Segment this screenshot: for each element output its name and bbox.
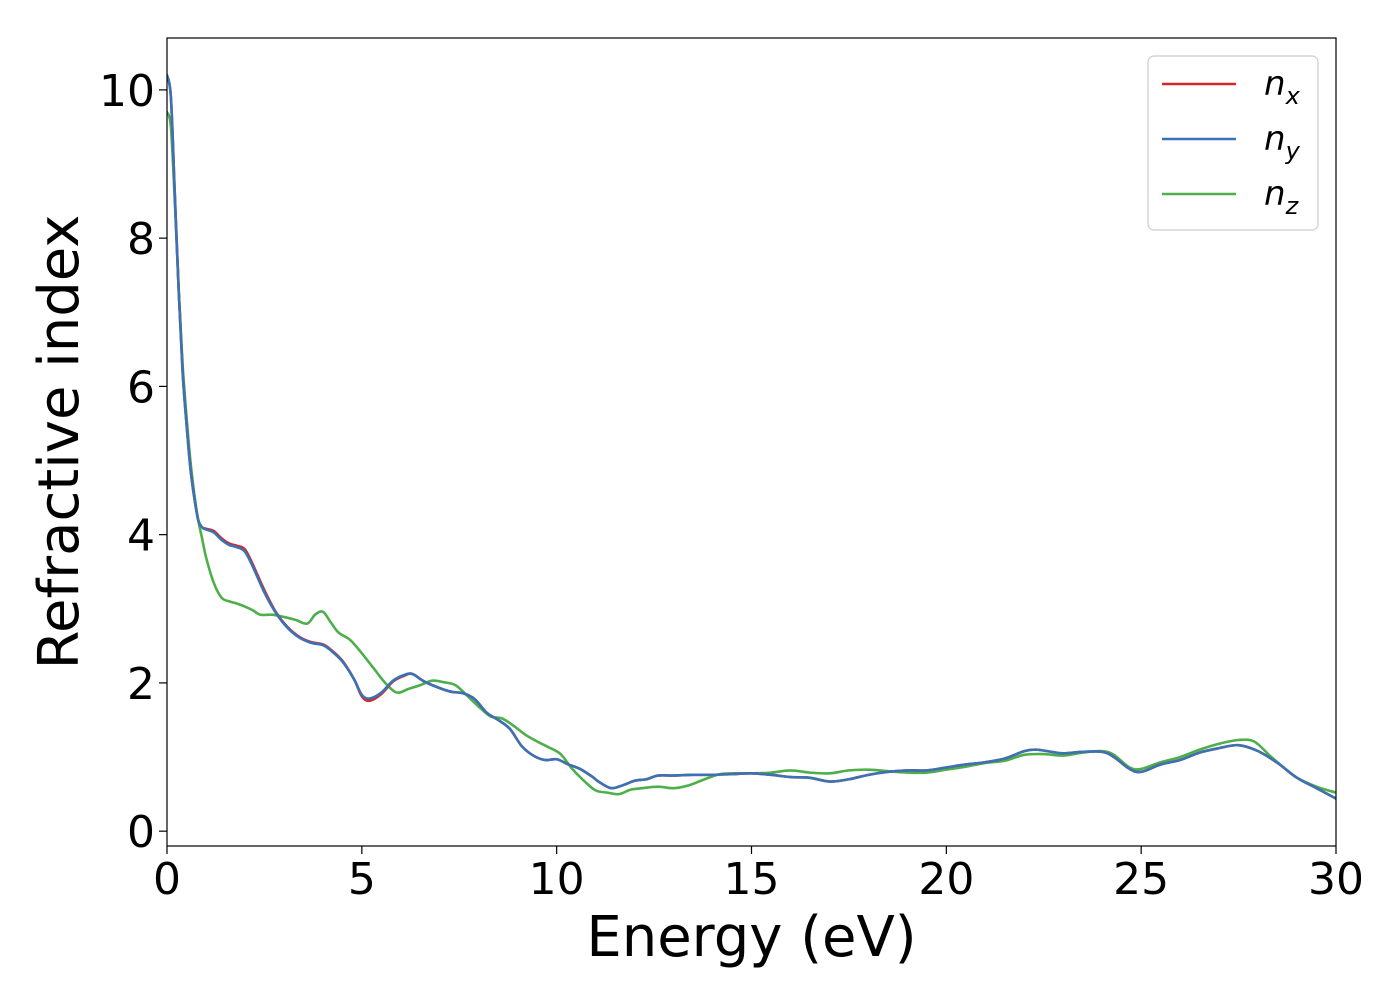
series-line-n-y — [167, 73, 1336, 800]
legend-label-n-y: ny — [1264, 119, 1301, 165]
x-tick-label: 30 — [1308, 854, 1364, 905]
x-tick-label: 10 — [529, 854, 585, 905]
series-layer — [167, 73, 1336, 800]
y-tick-label: 0 — [127, 807, 155, 858]
x-tick-label: 5 — [348, 854, 376, 905]
x-tick-label: 15 — [724, 854, 780, 905]
y-axis-ticks: 0 2 4 6 8 10 — [99, 66, 167, 858]
y-tick-label: 4 — [127, 511, 155, 562]
legend-label-n-x: nx — [1264, 64, 1301, 110]
x-axis-label: Energy (eV) — [586, 905, 916, 970]
legend-box — [1147, 55, 1319, 231]
x-axis-ticks: 0 5 10 15 20 25 30 — [153, 846, 1364, 905]
y-tick-label: 6 — [127, 362, 155, 413]
x-tick-label: 20 — [918, 854, 974, 905]
x-tick-label: 0 — [153, 854, 181, 905]
legend-label-n-z: nz — [1264, 174, 1300, 220]
y-tick-label: 2 — [127, 659, 155, 710]
x-tick-label: 25 — [1113, 854, 1169, 905]
y-axis-label: Refractive index — [27, 215, 92, 670]
y-tick-label: 8 — [127, 214, 155, 265]
legend: nx ny nz — [1147, 55, 1319, 231]
y-tick-label: 10 — [99, 66, 155, 117]
